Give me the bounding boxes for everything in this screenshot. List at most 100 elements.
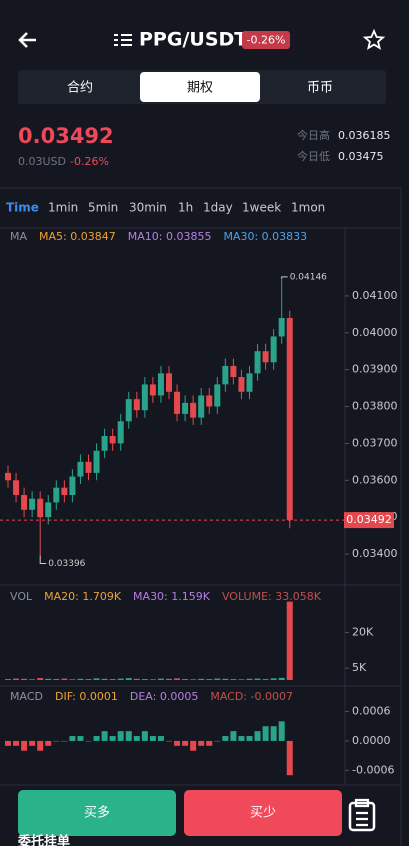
- macd-bar: [174, 740, 181, 746]
- volume-bar: [262, 679, 269, 680]
- candle-body: [190, 402, 197, 418]
- candle-body: [93, 450, 100, 473]
- volume-bar: [230, 679, 237, 680]
- candle-body: [174, 391, 181, 414]
- candle-body: [238, 377, 245, 392]
- macd-bar: [85, 740, 92, 742]
- orders-icon[interactable]: [348, 798, 376, 832]
- candle-body: [29, 498, 36, 510]
- legend-item: DEA: 0.0005: [130, 690, 198, 703]
- tab[interactable]: 合约: [67, 81, 93, 96]
- macd-bar: [13, 740, 20, 746]
- legend-item: VOLUME: 33.058K: [222, 590, 322, 603]
- volume-bar: [5, 679, 11, 680]
- volume-bar: [21, 678, 28, 680]
- min-pointer: [39, 555, 47, 564]
- volume-bar: [190, 679, 197, 680]
- buy-long-button[interactable]: [18, 790, 176, 836]
- buy-short-text[interactable]: 买少: [250, 806, 276, 821]
- macd-bar: [214, 740, 221, 742]
- volume-bar: [101, 678, 108, 680]
- candle-body: [21, 495, 28, 510]
- interval[interactable]: 1min: [48, 201, 78, 215]
- macd-bar: [117, 731, 124, 741]
- volume-bar: [214, 678, 221, 680]
- macd-bar: [101, 731, 108, 741]
- candle-body: [270, 336, 277, 363]
- volume-bar: [61, 678, 68, 680]
- footer-title: 委托挂单: [17, 834, 70, 846]
- tab[interactable]: 期权: [187, 80, 213, 96]
- volume-bar: [254, 678, 261, 680]
- min-label: 0.03396: [48, 559, 85, 569]
- candle-body: [5, 472, 11, 481]
- volume-bar: [93, 678, 100, 680]
- candle-body: [125, 399, 132, 422]
- volume-bar: [85, 679, 92, 680]
- macd-bar: [5, 740, 11, 746]
- pair-title[interactable]: PPG/USDT: [139, 29, 247, 51]
- volume-bar: [117, 678, 124, 680]
- interval[interactable]: 1h: [178, 201, 193, 215]
- buy-long-text[interactable]: 买多: [84, 805, 110, 821]
- change-badge-text: -0.26%: [247, 34, 286, 47]
- legend-item: DIF: 0.0001: [55, 690, 118, 703]
- y-tick-label: 0.0000: [352, 734, 391, 747]
- volume-bar: [174, 678, 181, 680]
- y-tick-label: 0.03800: [352, 400, 398, 413]
- macd-bar: [157, 736, 164, 741]
- volume-bar: [206, 679, 213, 680]
- candle-body: [254, 351, 261, 374]
- macd-bar: [29, 740, 36, 746]
- volume-bar: [166, 678, 172, 680]
- candle-body: [262, 351, 269, 363]
- interval[interactable]: 1day: [203, 201, 233, 215]
- buy-short-button[interactable]: [184, 790, 342, 836]
- candle-body: [230, 365, 237, 378]
- favorite-star[interactable]: [362, 28, 386, 50]
- candle-body: [77, 461, 84, 477]
- macd-bar: [238, 736, 245, 741]
- volume-bar: [149, 679, 156, 680]
- y-tick-label: 20K: [352, 626, 374, 639]
- candle-body: [61, 487, 68, 496]
- candle-body: [37, 498, 44, 518]
- candle-body: [53, 487, 60, 503]
- last-price-box: [344, 512, 394, 529]
- volume-bar: [69, 679, 76, 680]
- volume-bar: [37, 678, 44, 680]
- macd-bar: [278, 721, 285, 741]
- macd-bar: [37, 740, 44, 751]
- candle-body: [166, 373, 172, 392]
- volume-bar: [182, 679, 189, 680]
- legend-item: MACD: -0.0007: [210, 690, 293, 703]
- legend-item: MA20: 1.709K: [44, 590, 122, 603]
- interval[interactable]: 1week: [242, 201, 281, 215]
- last-price: 0.03492: [18, 124, 114, 148]
- menu-icon[interactable]: [114, 34, 132, 46]
- interval[interactable]: 5min: [88, 201, 118, 215]
- candle-body: [141, 384, 148, 411]
- macd-bar: [230, 731, 237, 741]
- macd-bar: [133, 736, 140, 741]
- volume-bar: [286, 601, 293, 680]
- macd-bar: [286, 740, 293, 776]
- legend-item: MA: [10, 230, 27, 243]
- tab[interactable]: 币币: [307, 81, 333, 96]
- interval[interactable]: Time: [6, 201, 39, 215]
- high-label: 今日高: [297, 128, 330, 142]
- macd-bar: [109, 736, 116, 741]
- y-tick-label: 5K: [352, 661, 367, 674]
- max-pointer: [281, 276, 288, 279]
- candle-body: [214, 384, 221, 407]
- interval[interactable]: 30min: [129, 201, 167, 215]
- last-price-label: 0.03492: [346, 513, 392, 526]
- back-button[interactable]: [18, 32, 36, 48]
- macd-bar: [45, 740, 52, 746]
- interval[interactable]: 1mon: [291, 201, 325, 215]
- y-tick-label: 0.0006: [352, 705, 391, 718]
- low-label: 今日低: [297, 149, 330, 163]
- volume-bar: [278, 677, 285, 680]
